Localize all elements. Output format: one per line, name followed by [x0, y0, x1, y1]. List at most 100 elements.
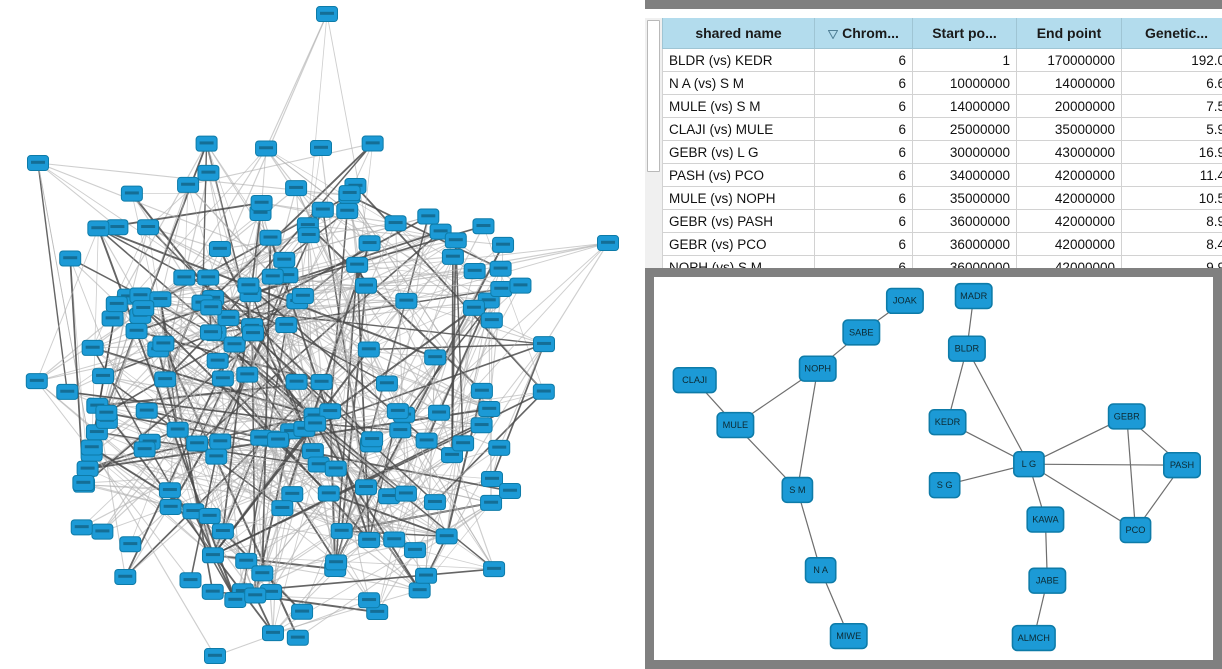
main-network-node[interactable]	[366, 604, 389, 621]
main-network-edge[interactable]	[295, 187, 370, 350]
main-network-node[interactable]	[135, 402, 158, 419]
main-network-node[interactable]	[463, 263, 486, 280]
main-network-edge[interactable]	[314, 423, 421, 591]
edge-table-panel[interactable]: shared name Chrom... Start po... End point G…	[645, 0, 1222, 268]
main-network-node[interactable]	[273, 251, 296, 268]
main-network-edge[interactable]	[116, 143, 208, 305]
main-network-edge[interactable]	[307, 13, 328, 226]
main-network-edge[interactable]	[81, 456, 217, 528]
main-network-node[interactable]	[383, 531, 406, 548]
main-network-edge[interactable]	[365, 242, 609, 287]
main-network-node[interactable]	[152, 335, 175, 352]
main-network-node[interactable]	[346, 256, 369, 273]
main-network-edge[interactable]	[483, 226, 545, 392]
main-network-node[interactable]	[198, 508, 221, 525]
main-network-node[interactable]	[423, 494, 446, 511]
main-network-node[interactable]	[81, 339, 104, 356]
table-cell-end_point[interactable]: 35000000	[1016, 117, 1122, 141]
main-network-edge[interactable]	[83, 484, 170, 491]
main-network-node[interactable]	[285, 373, 308, 390]
main-network-node[interactable]	[87, 220, 110, 237]
node-shape[interactable]	[1119, 516, 1152, 544]
main-network-node[interactable]	[199, 324, 222, 341]
main-network-edge[interactable]	[455, 240, 464, 444]
main-network-node[interactable]	[480, 312, 503, 329]
main-network-node[interactable]	[361, 431, 384, 448]
subnetwork-node[interactable]: JABE	[1028, 567, 1067, 594]
table-header-genetic[interactable]: Genetic...	[1121, 18, 1222, 49]
main-network-edge[interactable]	[395, 223, 407, 494]
node-shape[interactable]	[928, 408, 967, 436]
main-network-node[interactable]	[408, 582, 431, 599]
main-network-node[interactable]	[330, 523, 353, 540]
main-network-edge[interactable]	[106, 412, 283, 509]
main-network-node[interactable]	[223, 336, 246, 353]
table-cell-start_point[interactable]: 25000000	[912, 117, 1017, 141]
main-network-edge[interactable]	[348, 195, 490, 410]
node-shape[interactable]	[1013, 451, 1045, 478]
node-shape[interactable]	[781, 476, 814, 504]
node-shape[interactable]	[672, 366, 717, 394]
main-network-edge[interactable]	[212, 554, 495, 570]
main-network-edge[interactable]	[250, 293, 373, 440]
main-network-node[interactable]	[310, 140, 332, 156]
main-network-node[interactable]	[375, 375, 398, 392]
main-network-edge[interactable]	[335, 244, 504, 563]
main-network-edge[interactable]	[438, 412, 495, 570]
main-network-edge[interactable]	[368, 300, 407, 350]
main-network-node[interactable]	[470, 417, 493, 434]
main-network-edge[interactable]	[37, 162, 285, 261]
node-shape[interactable]	[1026, 506, 1065, 533]
table-cell-start_point[interactable]: 10000000	[912, 71, 1017, 95]
main-network-edge[interactable]	[83, 468, 336, 484]
main-network-node[interactable]	[91, 523, 114, 540]
main-network-node[interactable]	[316, 6, 338, 22]
main-network-edge[interactable]	[37, 162, 68, 393]
main-network-node[interactable]	[483, 561, 506, 578]
table-cell-chromosome[interactable]: 6	[814, 186, 913, 210]
main-network-node[interactable]	[354, 479, 377, 496]
table-cell-start_point[interactable]: 30000000	[912, 140, 1017, 164]
table-cell-genetic[interactable]: 11.4	[1121, 163, 1222, 187]
main-network-node[interactable]	[444, 232, 467, 249]
main-network-edge[interactable]	[36, 380, 191, 581]
main-network-node[interactable]	[27, 155, 49, 171]
main-network-edge[interactable]	[209, 515, 416, 551]
main-network-edge[interactable]	[146, 410, 263, 574]
main-network-node[interactable]	[205, 448, 228, 465]
main-network-node[interactable]	[70, 519, 93, 536]
main-network-node[interactable]	[119, 536, 142, 553]
main-network-edge[interactable]	[214, 599, 370, 657]
main-network-edge[interactable]	[37, 162, 118, 228]
table-cell-shared_name[interactable]: PASH (vs) PCO	[662, 163, 815, 187]
main-network-node[interactable]	[317, 485, 340, 502]
table-cell-start_point[interactable]: 1	[912, 48, 1017, 72]
main-network-node[interactable]	[133, 441, 156, 458]
table-cell-end_point[interactable]: 170000000	[1016, 48, 1122, 72]
main-network-node[interactable]	[286, 629, 309, 646]
main-network-node[interactable]	[251, 565, 274, 582]
main-network-edge[interactable]	[146, 410, 316, 425]
main-network-edge[interactable]	[219, 333, 254, 442]
main-network-node[interactable]	[291, 287, 314, 304]
main-network-node[interactable]	[149, 291, 172, 308]
main-network-node[interactable]	[204, 648, 226, 664]
main-network-edge[interactable]	[252, 333, 283, 509]
main-network-node[interactable]	[384, 215, 407, 232]
main-network-node[interactable]	[236, 366, 259, 383]
main-network-edge[interactable]	[328, 492, 447, 538]
main-network-edge[interactable]	[196, 443, 256, 596]
main-network-edge[interactable]	[91, 453, 214, 556]
main-network-node[interactable]	[125, 322, 148, 339]
main-network-node[interactable]	[105, 296, 128, 313]
main-network-node[interactable]	[25, 373, 48, 390]
table-cell-shared_name[interactable]: CLAJI (vs) MULE	[662, 117, 815, 141]
subnetwork-view[interactable]: CLAJI MULE NOPH SABE JOAK S M N A MIWE MADR BLDR K…	[645, 268, 1222, 669]
main-network-node[interactable]	[56, 383, 79, 400]
main-network-node[interactable]	[499, 482, 522, 499]
table-cell-genetic[interactable]: 192.0	[1121, 48, 1222, 72]
main-network-edge[interactable]	[315, 422, 401, 432]
table-cell-genetic[interactable]: 8.4	[1121, 232, 1222, 256]
